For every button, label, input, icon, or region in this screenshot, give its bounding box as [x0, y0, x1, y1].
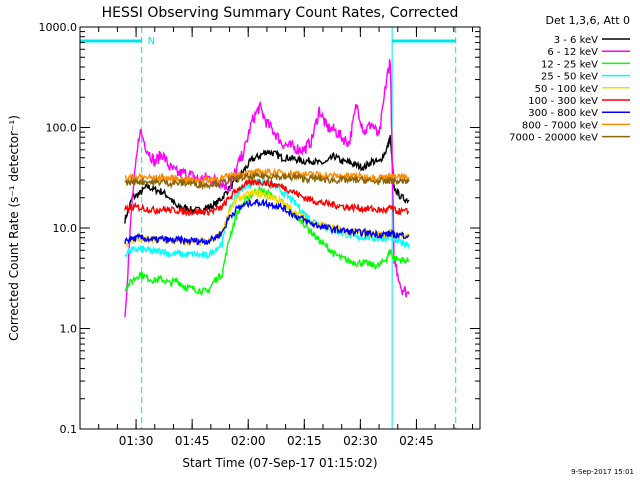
legend-label-5: 100 - 300 keV	[528, 96, 598, 107]
series-line-7	[124, 167, 410, 185]
legend-label-8: 7000 - 20000 keV	[509, 133, 598, 144]
footer-date: 9-Sep-2017 15:01	[571, 468, 634, 476]
legend-header: Det 1,3,6, Att 0	[546, 14, 630, 27]
x-axis-label: Start Time (07-Sep-17 01:15:02)	[182, 456, 377, 470]
x-tick-label-0: 01:30	[119, 434, 154, 448]
x-tick-label-4: 02:30	[343, 434, 378, 448]
x-tick-label-5: 02:45	[399, 434, 434, 448]
legend-label-2: 12 - 25 keV	[541, 59, 598, 70]
axes: 0.1 1.0 10.0 100.0 1000.0 01:30 01:45 02:00 02:1…	[39, 21, 480, 448]
series-line-2	[124, 184, 410, 295]
legend-label-0: 3 - 6 keV	[554, 35, 598, 46]
series-line-6	[124, 198, 410, 246]
legend-label-4: 50 - 100 keV	[535, 84, 599, 95]
y-tick-label-2: 10.0	[53, 222, 78, 235]
series-line-0	[124, 134, 410, 224]
series-line-8	[124, 170, 410, 191]
x-tick-label-2: 02:00	[231, 434, 266, 448]
series-line-5	[124, 177, 409, 217]
series-line-1	[124, 58, 410, 318]
legend-label-7: 800 - 7000 keV	[522, 120, 598, 131]
y-tick-label-0: 0.1	[60, 423, 78, 436]
chart-title: HESSI Observing Summary Count Rates, Cor…	[102, 5, 459, 21]
y-tick-label-3: 100.0	[46, 122, 78, 135]
night-marker-label: N	[148, 36, 155, 47]
y-axis-label: Corrected Count Rate (s⁻¹ detector⁻¹)	[7, 115, 21, 341]
legend-label-3: 25 - 50 keV	[541, 72, 598, 83]
x-tick-label-3: 02:15	[287, 434, 322, 448]
y-tick-label-1: 1.0	[60, 323, 78, 336]
y-tick-label-4: 1000.0	[39, 21, 78, 34]
legend-label-1: 6 - 12 keV	[547, 47, 598, 58]
series-lines	[124, 58, 410, 318]
legend-label-6: 300 - 800 keV	[528, 108, 598, 119]
x-tick-label-1: 01:45	[175, 434, 210, 448]
